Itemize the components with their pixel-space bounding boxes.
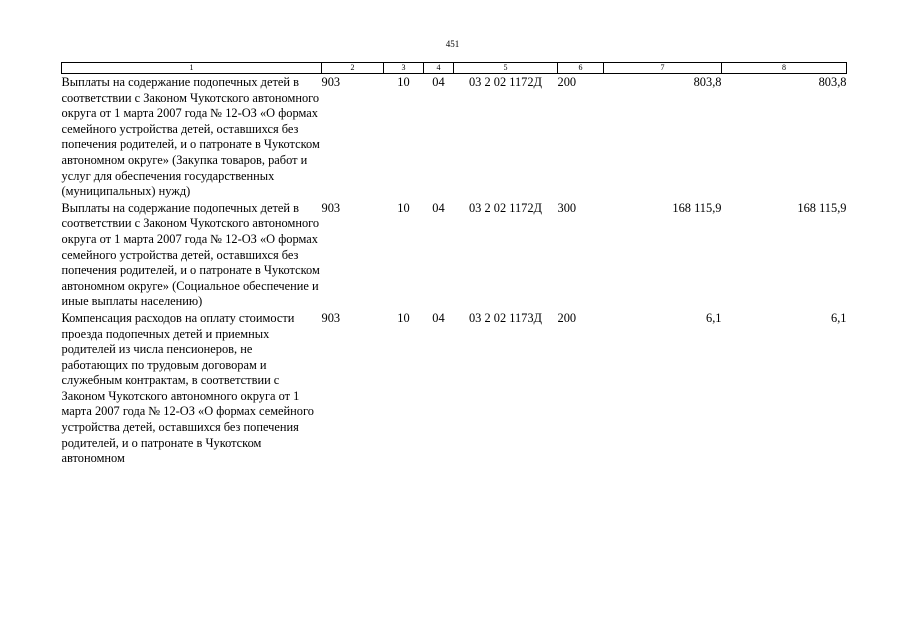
row-target-article: 03 2 02 1172Д [468,75,543,89]
table-row: Компенсация расходов на оплату стоимости… [62,310,847,467]
column-header-6: 6 [557,62,604,74]
column-header-7: 7 [603,62,722,74]
column-number-header-row: 1 2 3 4 5 6 7 8 [61,62,847,74]
row-amount-col8: 6,1 [831,310,847,325]
row-subsection-code: 04 [432,200,445,215]
row-amount-col8: 168 115,9 [797,200,847,215]
row-description: Выплаты на содержание подопечных детей в… [61,200,320,309]
row-expense-type: 200 [557,75,577,89]
column-header-5: 5 [453,62,558,74]
column-header-8: 8 [721,62,847,74]
row-description: Выплаты на содержание подопечных детей в… [61,75,320,199]
row-target-article: 03 2 02 1172Д [468,200,543,215]
row-subsection-code: 04 [432,310,445,325]
row-amount-col7: 168 115,9 [672,200,722,215]
column-header-4: 4 [423,62,454,74]
row-expense-type: 300 [557,200,577,215]
row-section-code: 10 [397,200,410,215]
row-subsection-code: 04 [432,75,445,89]
row-target-article: 03 2 02 1173Д [468,310,543,325]
budget-table: 1 2 3 4 5 6 7 8 Выплаты на содержание по… [61,62,847,467]
row-section-code: 10 [397,75,410,89]
page-number: 451 [445,39,460,49]
row-ministry-code: 903 [321,310,341,325]
column-header-1: 1 [61,62,322,74]
row-description: Компенсация расходов на оплату стоимости… [61,310,314,466]
row-section-code: 10 [397,310,410,325]
row-ministry-code: 903 [321,200,341,215]
row-expense-type: 200 [557,310,577,325]
row-amount-col7: 6,1 [706,310,722,325]
column-header-3: 3 [383,62,424,74]
column-header-2: 2 [321,62,384,74]
row-amount-col8: 803,8 [818,75,847,89]
row-ministry-code: 903 [321,75,341,89]
table-row: Выплаты на содержание подопечных детей в… [62,74,847,200]
row-amount-col7: 803,8 [693,75,722,89]
table-row: Выплаты на содержание подопечных детей в… [62,200,847,310]
